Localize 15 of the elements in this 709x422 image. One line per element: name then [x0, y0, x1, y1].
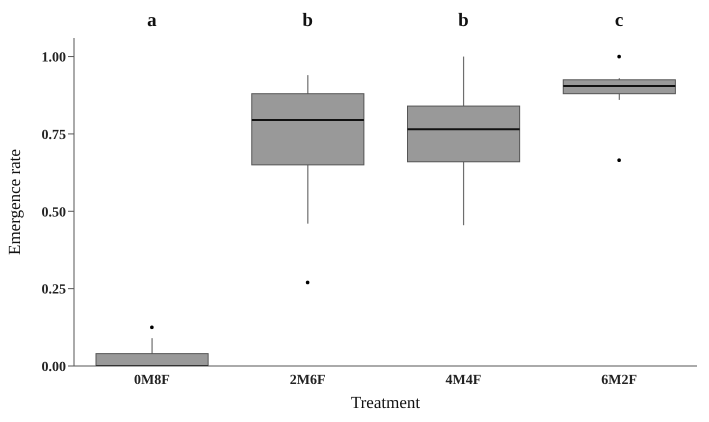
x-tick-label: 0M8F [134, 372, 170, 388]
x-tick-label: 2M6F [290, 372, 326, 388]
x-tick-label: 4M4F [445, 372, 482, 388]
y-tick-label: 0.00 [42, 360, 66, 375]
y-tick-label: 1.00 [42, 50, 66, 66]
text: b [301, 10, 314, 32]
x-axis-title: Treatment [350, 393, 420, 412]
y-tick-label: 0.25 [42, 282, 66, 298]
text: a [146, 10, 158, 32]
x-tick-label: 6M2F [601, 372, 638, 388]
y-tick-label: 0.75 [42, 128, 66, 143]
y-axis-title: Emergence rate [5, 149, 24, 255]
text: c [614, 10, 624, 32]
y-tick-label: 0.50 [42, 205, 66, 220]
text: b [457, 10, 470, 32]
